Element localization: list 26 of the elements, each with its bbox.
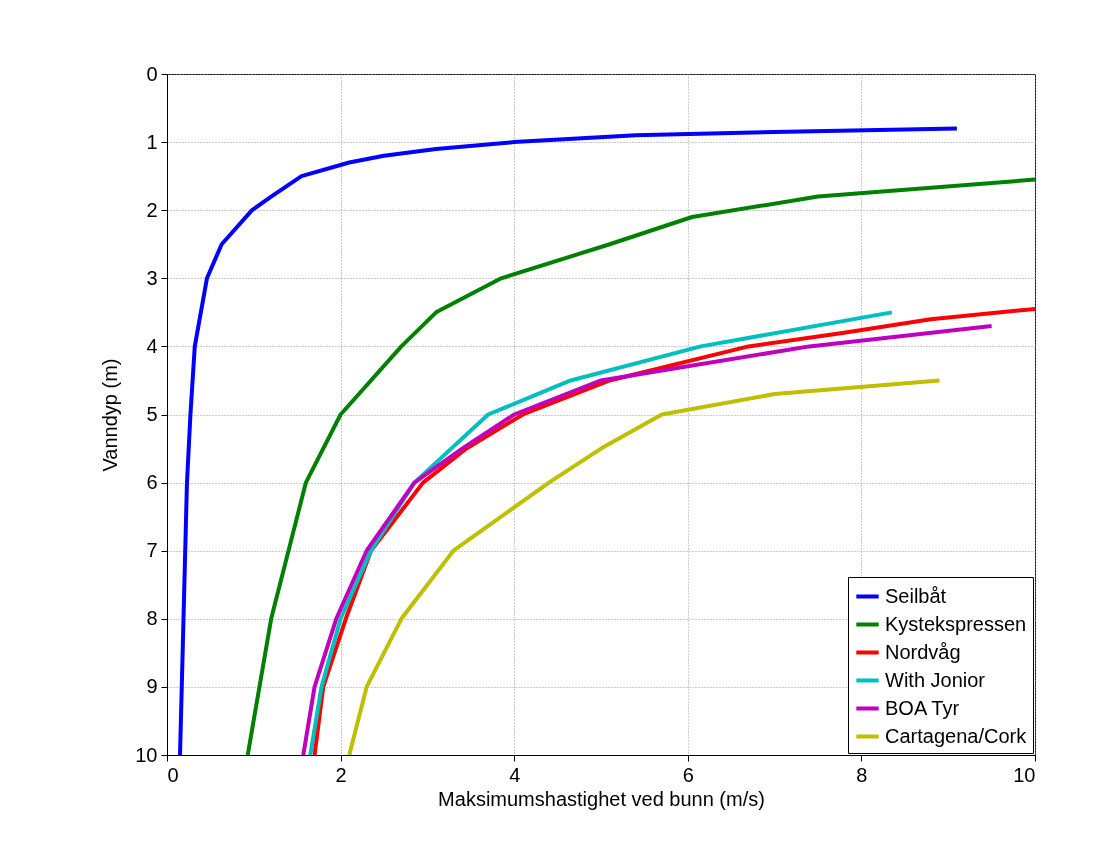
y-tick-label: 8 bbox=[146, 607, 158, 630]
line-series bbox=[245, 177, 1035, 755]
x-axis-title: Maksimumshastighet ved bunn (m/s) bbox=[438, 787, 765, 810]
y-tick-label: 5 bbox=[146, 403, 158, 425]
x-tick-label: 0 bbox=[167, 763, 179, 786]
y-tick-label: 7 bbox=[146, 539, 158, 562]
y-tick-label: 1 bbox=[146, 130, 158, 153]
legend-label: BOA Tyr bbox=[885, 696, 960, 719]
y-tick-label: 0 bbox=[146, 62, 158, 85]
x-tick-label: 4 bbox=[509, 763, 521, 786]
y-tick-label: 6 bbox=[146, 471, 158, 494]
legend-label: Kystekspressen bbox=[885, 612, 1027, 635]
legend-label: Nordvåg bbox=[885, 640, 961, 663]
y-tick-label: 2 bbox=[146, 198, 158, 221]
legend-label: With Jonior bbox=[885, 668, 986, 691]
x-tick-label: 10 bbox=[1013, 763, 1036, 786]
legend-label: Seilbåt bbox=[885, 584, 947, 607]
legend-label: Cartagena/Cork bbox=[885, 724, 1028, 747]
x-tick-label: 6 bbox=[682, 763, 694, 786]
y-tick-label: 10 bbox=[135, 743, 158, 766]
y-tick-label: 4 bbox=[146, 334, 158, 357]
y-tick-label: 3 bbox=[146, 266, 158, 289]
x-tick-label: 2 bbox=[335, 763, 347, 786]
y-axis-title: Vanndyp (m) bbox=[99, 358, 122, 472]
x-tick-label: 8 bbox=[856, 763, 868, 786]
y-tick-label: 9 bbox=[146, 675, 158, 698]
